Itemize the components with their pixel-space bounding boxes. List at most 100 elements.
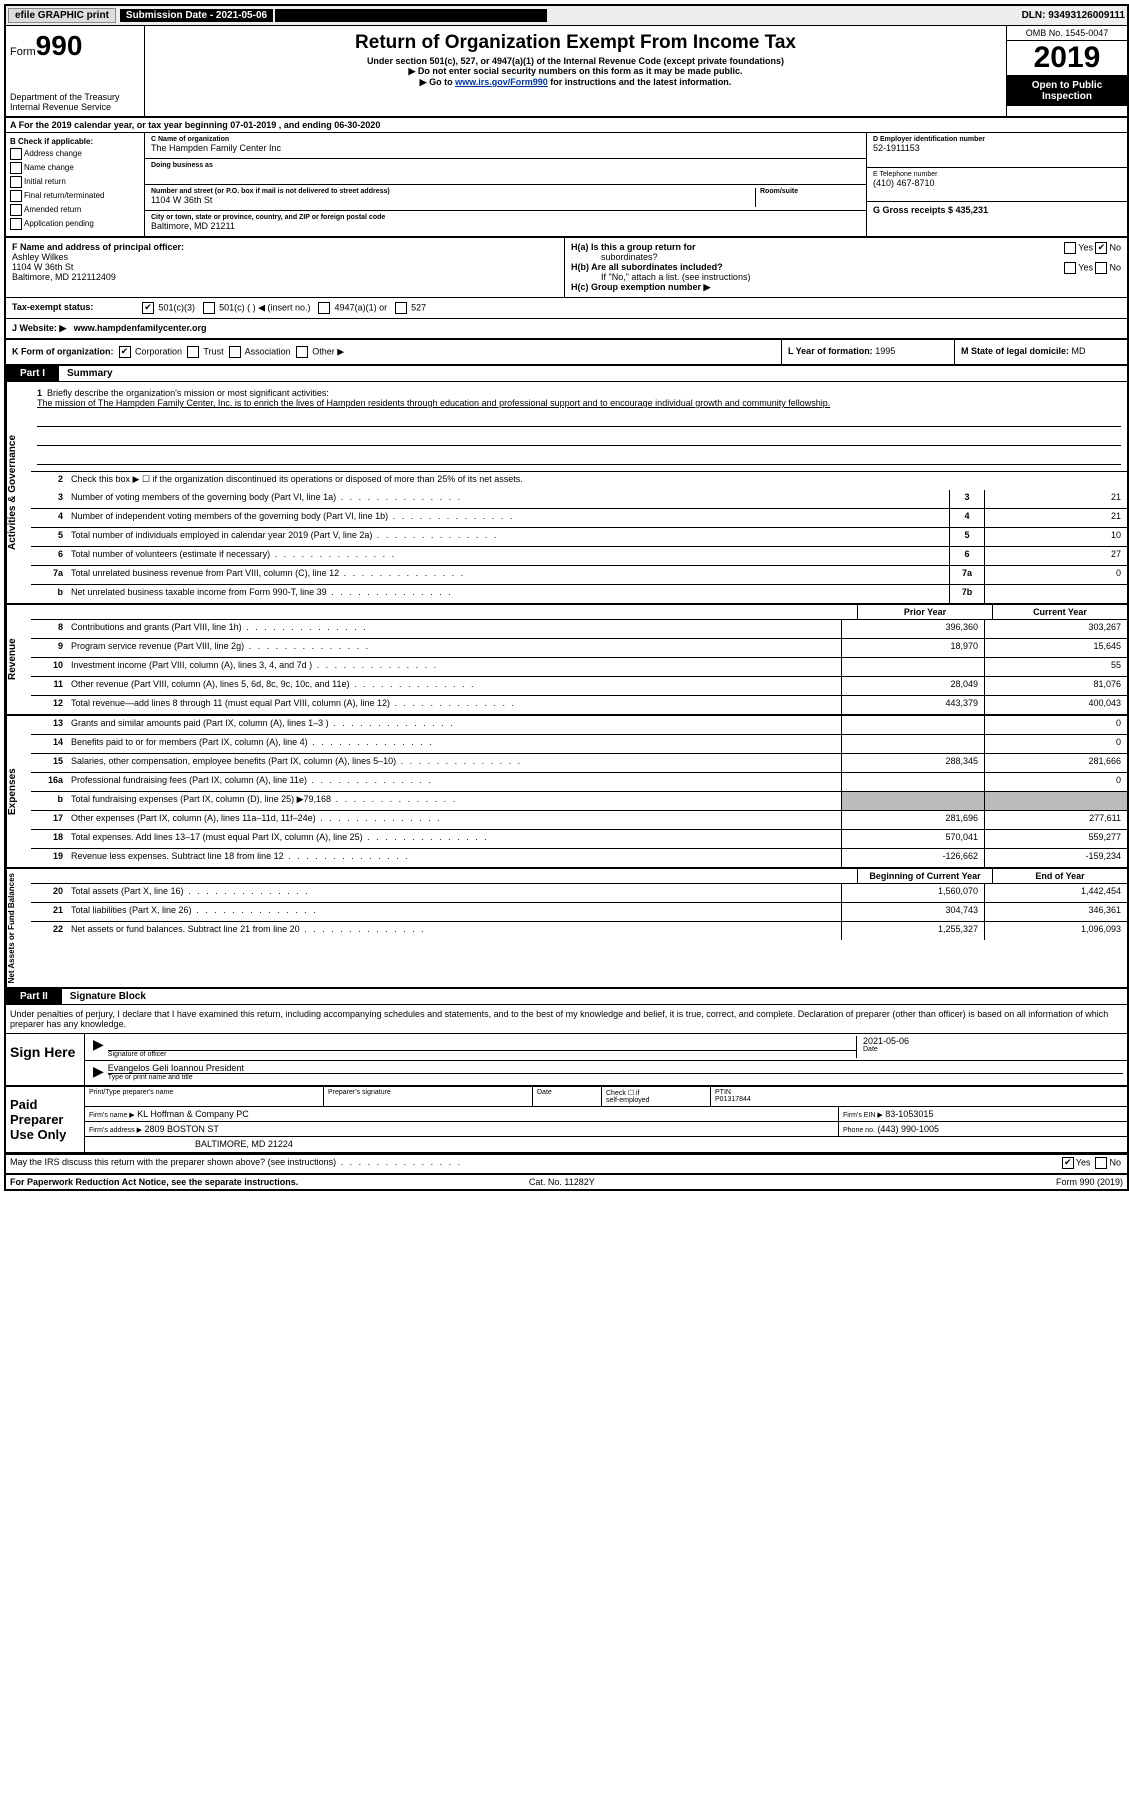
line-11: 11 Other revenue (Part VIII, column (A),… — [31, 677, 1127, 696]
efile-button[interactable]: efile GRAPHIC print — [8, 8, 116, 23]
header-left: Form990 Department of the Treasury Inter… — [6, 26, 145, 116]
header-right: OMB No. 1545-0047 2019 Open to PublicIns… — [1006, 26, 1127, 116]
chk-pending[interactable] — [10, 218, 22, 230]
chk-501c[interactable] — [203, 302, 215, 314]
line-9: 9 Program service revenue (Part VIII, li… — [31, 639, 1127, 658]
paid-preparer-label: Paid Preparer Use Only — [6, 1087, 85, 1152]
paperwork-notice: For Paperwork Reduction Act Notice, see … — [10, 1177, 298, 1187]
addr-label: Number and street (or P.O. box if mail i… — [151, 188, 755, 195]
sig-date: 2021-05-06 — [863, 1036, 1123, 1046]
box-d: D Employer identification number 52-1911… — [866, 133, 1127, 236]
line-17: 17 Other expenses (Part IX, column (A), … — [31, 811, 1127, 830]
line-13: 13 Grants and similar amounts paid (Part… — [31, 716, 1127, 735]
discuss-question: May the IRS discuss this return with the… — [6, 1155, 955, 1173]
website-url[interactable]: www.hampdenfamilycenter.org — [74, 323, 207, 333]
phone-label: E Telephone number — [873, 171, 1121, 178]
line-10: 10 Investment income (Part VIII, column … — [31, 658, 1127, 677]
gross-receipts: G Gross receipts $ 435,231 — [873, 205, 1121, 215]
row-website: J Website: ▶ www.hampdenfamilycenter.org — [6, 319, 1127, 340]
ha-no[interactable]: ✔ — [1095, 242, 1107, 254]
form-subtitle: Under section 501(c), 527, or 4947(a)(1)… — [149, 56, 1002, 66]
ha-yes[interactable] — [1064, 242, 1076, 254]
mission-text: The mission of The Hampden Family Center… — [37, 398, 830, 408]
chk-corp[interactable]: ✔ — [119, 346, 131, 358]
ein-label: D Employer identification number — [873, 136, 1121, 143]
chk-name[interactable] — [10, 162, 22, 174]
line-20: 20 Total assets (Part X, line 16) 1,560,… — [31, 884, 1127, 903]
irs-link[interactable]: www.irs.gov/Form990 — [455, 77, 548, 87]
box-c: C Name of organization The Hampden Famil… — [145, 133, 866, 236]
footer: For Paperwork Reduction Act Notice, see … — [6, 1175, 1127, 1189]
hdr-beginning: Beginning of Current Year — [857, 869, 992, 883]
row-a-tax-year: A For the 2019 calendar year, or tax yea… — [6, 118, 1127, 133]
hdr-current-year: Current Year — [992, 605, 1127, 619]
goto-post: for instructions and the latest informat… — [548, 77, 732, 87]
chk-527[interactable] — [395, 302, 407, 314]
netassets-section: Net Assets or Fund Balances Beginning of… — [6, 869, 1127, 989]
dept-treasury: Department of the Treasury — [10, 92, 140, 102]
arrow-icon-2: ▶ — [89, 1063, 108, 1083]
line-7a: 7a Total unrelated business revenue from… — [31, 566, 1127, 585]
paid-preparer-row: Paid Preparer Use Only Print/Type prepar… — [6, 1087, 1127, 1154]
firm-name: KL Hoffman & Company PC — [137, 1109, 249, 1119]
hb-no[interactable] — [1095, 262, 1107, 274]
firm-addr2: BALTIMORE, MD 21224 — [85, 1137, 1127, 1151]
discuss-no[interactable] — [1095, 1157, 1107, 1169]
sign-here-label: Sign Here — [6, 1034, 85, 1085]
dba-label: Doing business as — [151, 162, 860, 169]
top-bar: efile GRAPHIC print Submission Date - 20… — [6, 6, 1127, 26]
org-name: The Hampden Family Center Inc — [151, 143, 860, 153]
form-ref: Form 990 (2019) — [1056, 1177, 1123, 1187]
line-15: 15 Salaries, other compensation, employe… — [31, 754, 1127, 773]
line-14: 14 Benefits paid to or for members (Part… — [31, 735, 1127, 754]
declaration: Under penalties of perjury, I declare th… — [6, 1005, 1127, 1034]
row-k: K Form of organization: ✔ Corporation Tr… — [6, 340, 1127, 366]
line-16a: 16a Professional fundraising fees (Part … — [31, 773, 1127, 792]
sig-officer-label: Signature of officer — [108, 1051, 856, 1058]
city-state-zip: Baltimore, MD 21211 — [151, 221, 860, 231]
prep-sig-hdr: Preparer's signature — [324, 1087, 533, 1106]
omb-number: OMB No. 1545-0047 — [1007, 26, 1127, 41]
line-8: 8 Contributions and grants (Part VIII, l… — [31, 620, 1127, 639]
ein-value: 52-1911153 — [873, 143, 1121, 153]
officer-label: F Name and address of principal officer: — [12, 242, 558, 252]
officer-addr1: 1104 W 36th St — [12, 262, 558, 272]
chk-address[interactable] — [10, 148, 22, 160]
room-label: Room/suite — [760, 188, 860, 195]
ptin-value: P01317844 — [715, 1096, 751, 1103]
revenue-section: Revenue Prior Year Current Year 8 Contri… — [6, 605, 1127, 716]
chk-501c3[interactable]: ✔ — [142, 302, 154, 314]
line-18: 18 Total expenses. Add lines 13–17 (must… — [31, 830, 1127, 849]
open-inspection: Open to PublicInspection — [1007, 76, 1127, 106]
discuss-yes[interactable]: ✔ — [1062, 1157, 1074, 1169]
firm-addr1: 2809 BOSTON ST — [145, 1124, 219, 1134]
line-12: 12 Total revenue—add lines 8 through 11 … — [31, 696, 1127, 714]
dept-irs: Internal Revenue Service — [10, 102, 140, 112]
header-row: Form990 Department of the Treasury Inter… — [6, 26, 1127, 118]
cat-no: Cat. No. 11282Y — [529, 1177, 595, 1187]
box-f: F Name and address of principal officer:… — [6, 238, 565, 297]
arrow-icon: ▶ — [89, 1036, 108, 1058]
chk-initial[interactable] — [10, 176, 22, 188]
tax-status-label: Tax-exempt status: — [12, 302, 142, 314]
prep-ptin-hdr: PTINP01317844 — [711, 1087, 1127, 1106]
submission-date: Submission Date - 2021-05-06 — [120, 9, 273, 22]
chk-trust[interactable] — [187, 346, 199, 358]
form-number: 990 — [36, 30, 83, 61]
chk-final[interactable] — [10, 190, 22, 202]
line-5: 5 Total number of individuals employed i… — [31, 528, 1127, 547]
city-label: City or town, state or province, country… — [151, 214, 860, 221]
chk-assoc[interactable] — [229, 346, 241, 358]
sig-date-label: Date — [863, 1046, 1123, 1053]
line-6: 6 Total number of volunteers (estimate i… — [31, 547, 1127, 566]
line-3: 3 Number of voting members of the govern… — [31, 490, 1127, 509]
vlabel-netassets: Net Assets or Fund Balances — [6, 869, 31, 987]
chk-amended[interactable] — [10, 204, 22, 216]
chk-4947[interactable] — [318, 302, 330, 314]
officer-addr2: Baltimore, MD 212112409 — [12, 272, 558, 282]
phone-value: (410) 467-8710 — [873, 178, 1121, 188]
chk-other[interactable] — [296, 346, 308, 358]
row-fh: F Name and address of principal officer:… — [6, 238, 1127, 298]
hb-yes[interactable] — [1064, 262, 1076, 274]
line-b: b Total fundraising expenses (Part IX, c… — [31, 792, 1127, 811]
